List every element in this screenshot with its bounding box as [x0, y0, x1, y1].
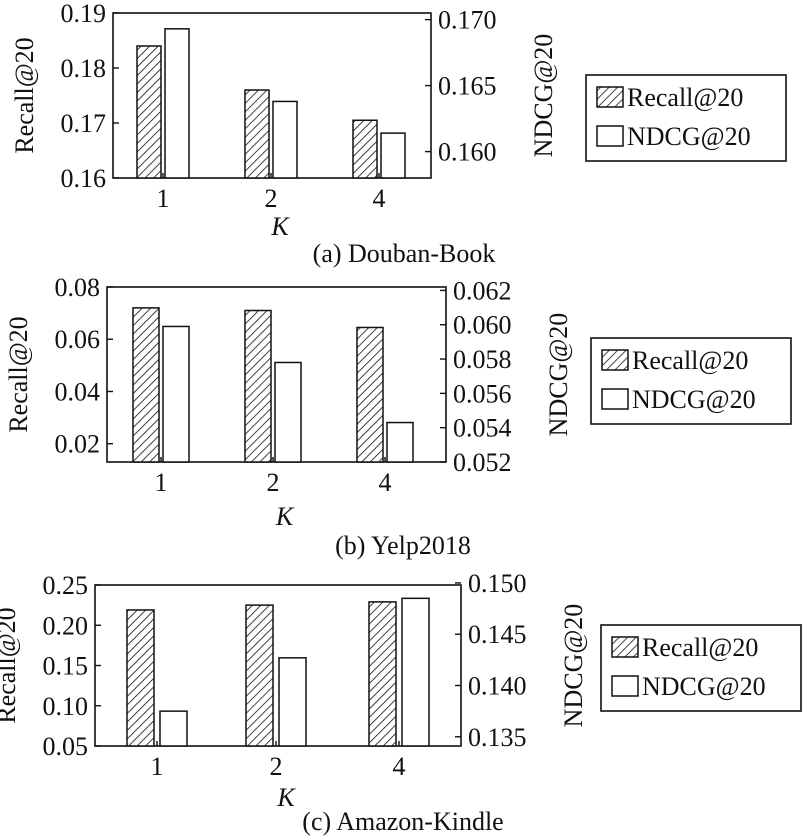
- chart-2-left-tick-label: 0.04: [55, 377, 101, 406]
- chart-2-legend-label: Recall@20: [632, 346, 748, 375]
- chart-3-bar-ndcg-1: [159, 710, 188, 747]
- chart-3-left-tick-label: 0.05: [43, 732, 89, 761]
- chart-1-left-tick-label: 0.17: [61, 109, 107, 138]
- chart-3-x-axis-label: K: [276, 783, 296, 812]
- chart-1-x-tick-label: 2: [265, 184, 278, 213]
- chart-1-legend-swatch: [596, 86, 624, 108]
- chart-2-left-tick-label: 0.08: [55, 273, 101, 302]
- chart-3-bar-recall-1: [126, 609, 155, 747]
- chart-2-right-tick-label: 0.058: [453, 345, 512, 374]
- chart-2-legend-swatch: [601, 349, 629, 371]
- chart-3-left-axis-label: Recall@20: [0, 607, 21, 723]
- chart-2-left-tick-label: 0.06: [55, 325, 101, 354]
- chart-2-x-tick-label: 4: [379, 468, 392, 497]
- chart-3-left-tick-label: 0.10: [43, 692, 89, 721]
- chart-1-left-tick-label: 0.19: [61, 0, 107, 28]
- chart-2-bar-recall-1: [132, 307, 160, 463]
- chart-3-caption: (c) Amazon-Kindle: [302, 807, 503, 836]
- chart-2-right-tick-label: 0.054: [453, 414, 512, 443]
- chart-2-right-tick-label: 0.056: [453, 379, 512, 408]
- chart-1-right-tick-label: 0.165: [438, 72, 497, 101]
- chart-3-right-axis-label: NDCG@20: [559, 604, 588, 728]
- chart-1-x-tick-label: 1: [157, 184, 170, 213]
- chart-3-bar-recall-2: [245, 604, 274, 747]
- chart-1-caption: (a) Douban-Book: [313, 239, 496, 268]
- chart-1-left-tick-label: 0.18: [61, 54, 107, 83]
- chart-3-x-tick-label: 4: [393, 752, 406, 781]
- chart-2-left-tick-label: 0.02: [55, 430, 101, 459]
- chart-3-legend-label: Recall@20: [642, 633, 758, 662]
- chart-1-left-tick-label: 0.16: [61, 164, 107, 193]
- chart-2-x-tick-label: 2: [267, 468, 280, 497]
- chart-3-right-tick-label: 0.140: [468, 671, 527, 700]
- chart-2-bar-recall-4: [356, 326, 384, 463]
- chart-2-legend-swatch: [601, 388, 629, 410]
- chart-1-bar-recall-1: [136, 45, 162, 179]
- chart-1-legend-swatch: [596, 125, 624, 147]
- chart-1-legend-label: NDCG@20: [627, 122, 751, 151]
- chart-3-legend-swatch: [611, 675, 639, 697]
- chart-2-right-tick-label: 0.052: [453, 448, 512, 477]
- chart-1-bar-ndcg-2: [272, 100, 298, 179]
- chart-1-x-axis-label: K: [270, 212, 290, 241]
- chart-1-bar-ndcg-4: [380, 132, 406, 179]
- chart-2-bar-ndcg-4: [386, 421, 414, 463]
- chart-1-right-tick-label: 0.160: [438, 138, 497, 167]
- chart-2-left-axis-label: Recall@20: [4, 316, 33, 432]
- chart-3-x-tick-label: 1: [151, 752, 164, 781]
- chart-3-right-tick-label: 0.135: [468, 723, 527, 752]
- chart-3-left-tick-label: 0.25: [43, 571, 89, 600]
- chart-3-left-tick-label: 0.15: [43, 652, 89, 681]
- chart-1-right-tick-label: 0.170: [438, 6, 497, 35]
- chart-3-legend-swatch: [611, 636, 639, 658]
- chart-1-x-tick-label: 4: [373, 184, 386, 213]
- chart-3-left-tick-label: 0.20: [43, 611, 89, 640]
- chart-2-caption: (b) Yelp2018: [335, 531, 471, 560]
- chart-1-bar-ndcg-1: [164, 28, 190, 179]
- chart-3-bar-ndcg-4: [401, 597, 430, 747]
- chart-2-bar-ndcg-1: [162, 325, 190, 463]
- chart-1-right-axis-label: NDCG@20: [529, 34, 558, 158]
- chart-3-right-tick-label: 0.145: [468, 620, 527, 649]
- chart-1-bar-recall-2: [244, 89, 270, 179]
- chart-2-bar-recall-2: [244, 309, 272, 463]
- chart-3-x-tick-label: 2: [270, 752, 283, 781]
- chart-2-right-tick-label: 0.062: [453, 276, 512, 305]
- chart-2-x-axis-label: K: [275, 502, 295, 531]
- chart-1-plot-frame: [112, 12, 432, 179]
- chart-1-bar-recall-4: [352, 119, 378, 179]
- chart-1-legend-label: Recall@20: [627, 83, 743, 112]
- chart-3-bar-ndcg-2: [278, 657, 307, 747]
- chart-2-right-axis-label: NDCG@20: [544, 313, 573, 437]
- chart-3-bar-recall-4: [368, 601, 397, 747]
- chart-2-x-tick-label: 1: [155, 468, 168, 497]
- chart-1-left-axis-label: Recall@20: [10, 37, 39, 153]
- chart-3-right-tick-label: 0.150: [468, 569, 527, 598]
- chart-2-right-tick-label: 0.060: [453, 311, 512, 340]
- chart-2-legend-label: NDCG@20: [632, 385, 756, 414]
- chart-2-bar-ndcg-2: [274, 361, 302, 463]
- chart-3-legend-label: NDCG@20: [642, 672, 766, 701]
